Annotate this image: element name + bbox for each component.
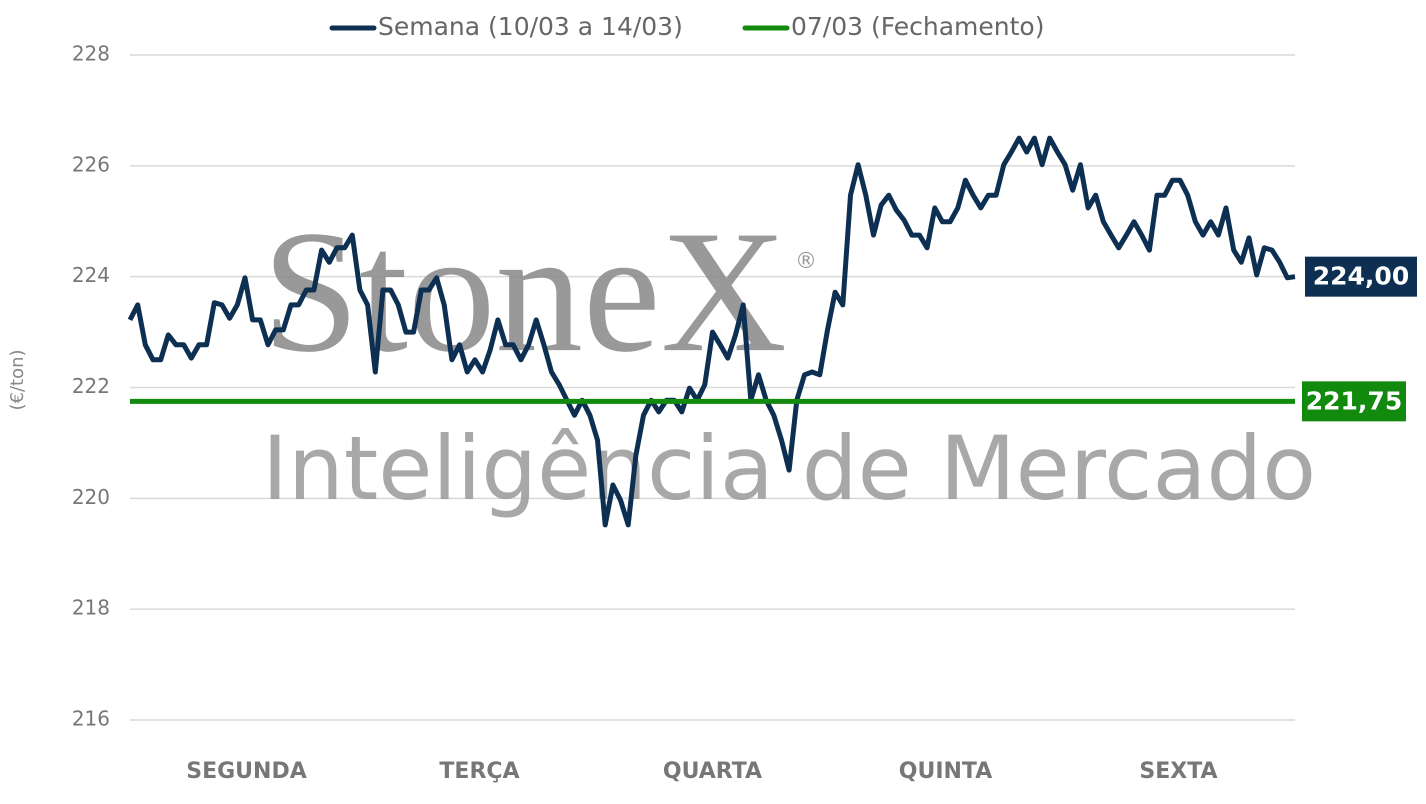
watermark-mark: ® [795, 249, 817, 274]
series-line [127, 135, 1296, 528]
x-tick-label: QUINTA [899, 759, 993, 784]
x-tick-label: SEXTA [1139, 759, 1217, 784]
x-tick-label: QUARTA [663, 759, 762, 784]
y-tick-label: 228 [72, 42, 110, 66]
y-tick-label: 220 [72, 485, 110, 509]
y-axis-label: (€/ton) [7, 349, 28, 410]
end-label-box [1302, 381, 1406, 422]
end-label: 221,75 [1306, 386, 1402, 415]
end-label-box [1305, 256, 1417, 297]
end-label: 224,00 [1313, 262, 1409, 291]
y-tick-label: 226 [72, 152, 110, 176]
legend-label: 07/03 (Fechamento) [791, 12, 1044, 41]
x-tick-label: TERÇA [439, 759, 519, 784]
y-tick-label: 224 [72, 263, 110, 287]
y-tick-label: 216 [72, 707, 110, 731]
legend-label: Semana (10/03 a 14/03) [378, 12, 683, 41]
y-tick-label: 222 [72, 374, 110, 398]
y-tick-label: 218 [72, 596, 110, 620]
x-tick-label: SEGUNDA [186, 759, 307, 784]
